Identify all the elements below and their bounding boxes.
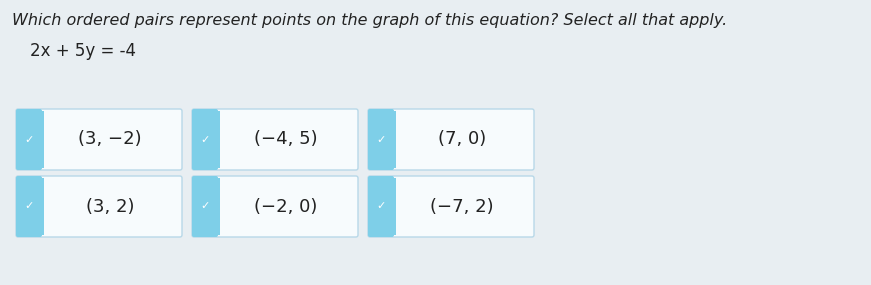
Text: 2x + 5y = -4: 2x + 5y = -4: [30, 42, 136, 60]
FancyBboxPatch shape: [36, 178, 44, 235]
Text: ✓: ✓: [24, 135, 34, 144]
FancyBboxPatch shape: [16, 176, 182, 237]
FancyBboxPatch shape: [368, 176, 394, 237]
Text: (−7, 2): (−7, 2): [430, 198, 494, 215]
FancyBboxPatch shape: [212, 178, 220, 235]
Text: ✓: ✓: [376, 201, 386, 211]
FancyBboxPatch shape: [192, 176, 358, 237]
Text: ✓: ✓: [376, 135, 386, 144]
Text: (3, 2): (3, 2): [85, 198, 134, 215]
Text: ✓: ✓: [24, 201, 34, 211]
FancyBboxPatch shape: [16, 109, 42, 170]
Text: (7, 0): (7, 0): [438, 131, 486, 148]
FancyBboxPatch shape: [212, 111, 220, 168]
Text: (3, −2): (3, −2): [78, 131, 142, 148]
FancyBboxPatch shape: [192, 176, 218, 237]
Text: (−4, 5): (−4, 5): [254, 131, 318, 148]
FancyBboxPatch shape: [16, 109, 182, 170]
Text: ✓: ✓: [200, 135, 210, 144]
FancyBboxPatch shape: [368, 109, 534, 170]
FancyBboxPatch shape: [388, 111, 396, 168]
FancyBboxPatch shape: [36, 111, 44, 168]
Text: (−2, 0): (−2, 0): [254, 198, 318, 215]
FancyBboxPatch shape: [192, 109, 358, 170]
FancyBboxPatch shape: [368, 109, 394, 170]
FancyBboxPatch shape: [16, 176, 42, 237]
Text: ✓: ✓: [200, 201, 210, 211]
FancyBboxPatch shape: [192, 109, 218, 170]
Text: Which ordered pairs represent points on the graph of this equation? Select all t: Which ordered pairs represent points on …: [12, 13, 727, 28]
FancyBboxPatch shape: [368, 176, 534, 237]
FancyBboxPatch shape: [388, 178, 396, 235]
